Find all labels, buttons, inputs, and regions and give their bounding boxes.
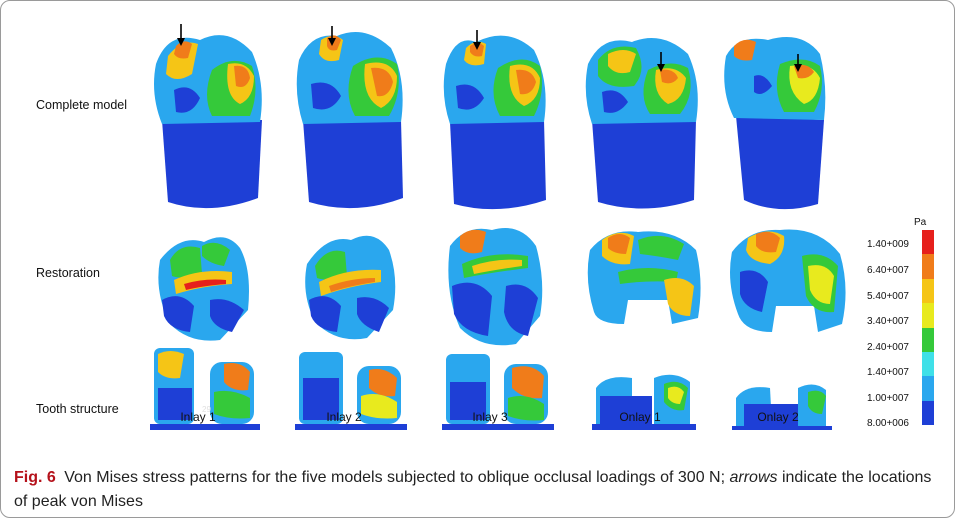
restoration-onlay-1 bbox=[587, 231, 701, 324]
arrow-inlay-1 bbox=[177, 24, 185, 46]
arrow-onlay-1 bbox=[657, 52, 665, 72]
fea-models: 29 bbox=[150, 24, 846, 430]
legend-unit: Pa bbox=[914, 217, 927, 228]
column-label-onlay-1: Onlay 1 bbox=[619, 410, 661, 424]
peak-arrows bbox=[177, 24, 802, 72]
restoration-inlay-3 bbox=[448, 228, 543, 346]
figure-label: Fig. 6 bbox=[14, 469, 56, 486]
legend-color-segment bbox=[922, 400, 934, 425]
legend-color-segment bbox=[922, 278, 934, 304]
restoration-inlay-1 bbox=[158, 237, 249, 341]
tooth-structure-inlay-1 bbox=[150, 348, 260, 430]
figure-caption: Fig. 6 Von Mises stress patterns for the… bbox=[14, 466, 944, 514]
legend-value: 3.40+007 bbox=[867, 316, 909, 327]
tooth-structure-onlay-2 bbox=[732, 384, 832, 430]
tooth-structure-inlay-3 bbox=[442, 354, 554, 430]
caption-italic: arrows bbox=[729, 469, 778, 486]
complete-model-inlay-2 bbox=[296, 32, 403, 209]
column-label-inlay-1: Inlay 1 bbox=[180, 410, 216, 424]
arrow-inlay-2 bbox=[328, 26, 336, 46]
restoration-onlay-2 bbox=[730, 229, 846, 332]
column-label-onlay-2: Onlay 2 bbox=[757, 410, 799, 424]
row-label-complete-model: Complete model bbox=[36, 98, 128, 112]
stray-mark: 29 bbox=[202, 405, 211, 414]
column-label-inlay-2: Inlay 2 bbox=[326, 410, 362, 424]
complete-model-onlay-2 bbox=[724, 37, 826, 210]
complete-model-inlay-3 bbox=[443, 35, 546, 210]
tooth-structure-onlay-1 bbox=[592, 374, 696, 430]
arrow-onlay-2 bbox=[794, 54, 802, 72]
legend-color-segment bbox=[922, 327, 934, 352]
restoration-inlay-2 bbox=[305, 235, 396, 340]
caption-text: Von Mises stress patterns for the five m… bbox=[64, 469, 726, 486]
legend-value: 1.40+007 bbox=[867, 367, 909, 378]
row-label-tooth-structure: Tooth structure bbox=[36, 402, 119, 416]
legend-color-segment bbox=[922, 351, 934, 377]
legend-color-segment bbox=[922, 230, 934, 255]
complete-model-onlay-1 bbox=[585, 38, 698, 209]
row-label-restoration: Restoration bbox=[36, 266, 100, 280]
legend-value: 8.00+006 bbox=[867, 418, 909, 429]
legend-value: 2.40+007 bbox=[867, 342, 909, 353]
legend-color-segment bbox=[922, 376, 934, 401]
tooth-structure-inlay-2 bbox=[295, 352, 407, 430]
caption-text-end: indicate the locations of peak von Mises bbox=[14, 469, 932, 510]
legend-color-segment bbox=[922, 254, 934, 279]
complete-model-inlay-1 bbox=[154, 35, 262, 209]
legend-value: 1.00+007 bbox=[867, 393, 909, 404]
legend-value: 6.40+007 bbox=[867, 265, 909, 276]
legend-color-segment bbox=[922, 303, 934, 328]
legend-value: 1.40+009 bbox=[867, 239, 909, 250]
arrow-inlay-3 bbox=[473, 30, 481, 50]
legend-value: 5.40+007 bbox=[867, 291, 909, 302]
legend-color-bar bbox=[922, 230, 934, 425]
column-label-inlay-3: Inlay 3 bbox=[472, 410, 508, 424]
